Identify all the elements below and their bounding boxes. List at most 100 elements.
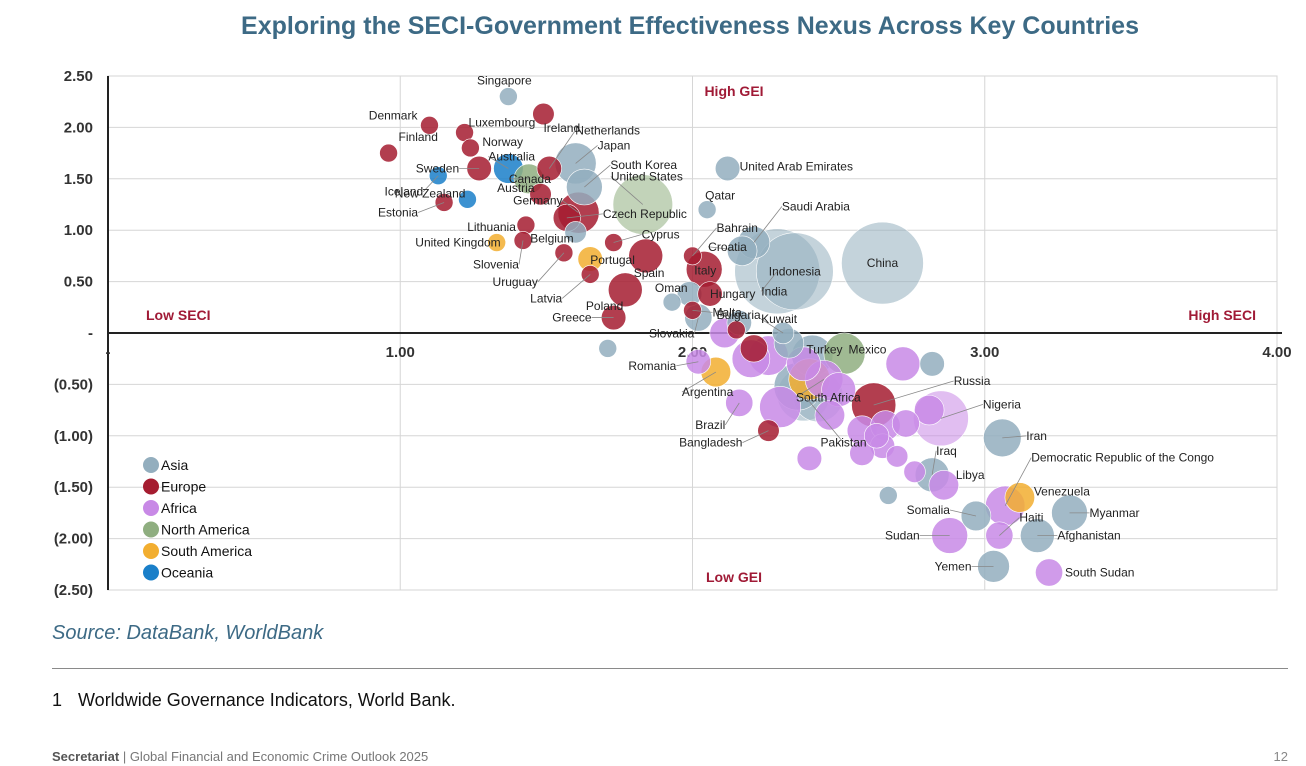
y-tick-label: (2.50) <box>54 582 93 599</box>
label-slovakia: Slovakia <box>649 327 695 341</box>
label-afghanistan: Afghanistan <box>1057 529 1120 543</box>
label-singapore: Singapore <box>477 74 532 88</box>
y-tick-label: (1.00) <box>54 428 93 445</box>
point-united-kingdom <box>487 233 506 252</box>
page-number: 12 <box>1273 749 1288 764</box>
label-estonia: Estonia <box>378 205 418 219</box>
point-venezuela <box>1004 482 1035 513</box>
y-tick-label: 2.00 <box>64 119 93 136</box>
label-czech-republic: Czech Republic <box>603 207 687 221</box>
label-russia: Russia <box>954 374 991 388</box>
legend-swatch <box>143 521 159 538</box>
label-united-arab-emirates: United Arab Emirates <box>740 160 853 174</box>
point-unlabeled <box>849 440 875 466</box>
label-poland: Poland <box>586 299 623 313</box>
leader-line <box>488 156 509 169</box>
point-south-sudan <box>1035 558 1063 587</box>
quadrant-label-layer: High GEI Low GEI Low SECI High SECI <box>146 83 1256 585</box>
label-brazil: Brazil <box>695 418 725 432</box>
label-japan: Japan <box>598 138 631 152</box>
quadrant-label-right: High SECI <box>1188 307 1256 323</box>
scatter-chart: 2.502.001.501.000.50-(0.50)(1.00)(1.50)(… <box>54 68 1292 599</box>
point-netherlands <box>536 155 562 182</box>
label-qatar: Qatar <box>705 189 735 203</box>
legend-swatch <box>143 500 159 516</box>
point-unlabeled <box>914 394 945 426</box>
label-haiti: Haiti <box>1019 511 1043 525</box>
label-democratic-republic-of-the-congo: Democratic Republic of the Congo <box>1031 451 1214 465</box>
footer-text: | Global Financial and Economic Crime Ou… <box>119 749 429 764</box>
source-note: Source: DataBank, WorldBank <box>52 622 324 644</box>
point-unlabeled <box>598 339 618 358</box>
point-belgium <box>564 221 587 244</box>
leader-line <box>742 430 769 444</box>
leader-line <box>575 145 598 164</box>
label-kuwait: Kuwait <box>761 312 798 326</box>
leader-line <box>1004 457 1032 506</box>
leader-line <box>561 274 591 299</box>
label-lithuania: Lithuania <box>467 220 516 234</box>
leader-line <box>518 240 524 265</box>
y-tick-label: 1.00 <box>64 222 93 239</box>
y-tick-label: 0.50 <box>64 274 93 291</box>
point-bangladesh <box>757 419 780 442</box>
leader-line <box>940 403 984 419</box>
y-tick-label: 1.50 <box>64 171 93 188</box>
leader-line <box>873 380 954 406</box>
label-austria: Austria <box>497 181 535 195</box>
label-cyprus: Cyprus <box>642 228 680 242</box>
footer: Secretariat | Global Financial and Econo… <box>52 749 428 764</box>
legend-swatch <box>143 543 159 559</box>
label-somalia: Somalia <box>907 503 951 517</box>
point-unlabeled <box>814 400 846 431</box>
label-oman: Oman <box>655 281 688 295</box>
leader-line <box>610 176 644 205</box>
legend-label: Europe <box>161 479 206 495</box>
label-nigeria: Nigeria <box>983 397 1021 411</box>
label-denmark: Denmark <box>369 108 419 122</box>
y-tick-label: - <box>88 325 93 342</box>
label-iraq: Iraq <box>936 444 957 458</box>
label-indonesia: Indonesia <box>769 264 821 278</box>
x-tick-label: 3.00 <box>970 344 999 361</box>
point-somalia <box>960 500 992 532</box>
point-indonesia <box>755 232 834 311</box>
point-finland <box>379 143 398 163</box>
point-libya <box>928 469 959 501</box>
leader-line <box>999 517 1020 536</box>
label-bahrain: Bahrain <box>717 221 758 235</box>
label-south-korea: South Korea <box>610 158 677 172</box>
label-yemen: Yemen <box>935 559 972 573</box>
label-canada: Canada <box>509 172 551 186</box>
label-united-states: United States <box>611 170 683 184</box>
leader-line <box>537 252 565 283</box>
label-iceland: Iceland <box>385 185 424 199</box>
label-ireland: Ireland <box>543 121 580 135</box>
label-bangladesh: Bangladesh <box>679 436 742 450</box>
label-finland: Finland <box>399 130 438 144</box>
leader-line <box>803 394 844 443</box>
point-unlabeled <box>919 351 945 377</box>
legend-label: Oceania <box>161 565 213 581</box>
label-netherlands: Netherlands <box>575 124 640 138</box>
quadrant-label-bottom: Low GEI <box>706 569 762 585</box>
point-south-korea <box>566 168 603 206</box>
label-venezuela: Venezuela <box>1034 484 1090 498</box>
point-poland <box>607 272 643 308</box>
x-tick-label: - <box>106 344 111 361</box>
footnote-number: 1 <box>52 690 63 710</box>
point-unlabeled <box>903 460 926 483</box>
point-unlabeled <box>796 445 823 472</box>
label-mexico: Mexico <box>848 343 886 357</box>
footnote: 1 Worldwide Governance Indicators, World … <box>52 690 456 711</box>
leader-line <box>562 200 579 214</box>
point-unlabeled <box>662 292 682 312</box>
label-pakistan: Pakistan <box>821 436 867 450</box>
point-china <box>841 221 924 305</box>
point-spain <box>628 238 664 274</box>
leader-line <box>417 202 445 213</box>
leader-line <box>724 402 740 426</box>
leader-line <box>795 378 825 398</box>
label-luxembourg: Luxembourg <box>469 116 536 130</box>
y-tick-label: 2.50 <box>64 68 93 85</box>
